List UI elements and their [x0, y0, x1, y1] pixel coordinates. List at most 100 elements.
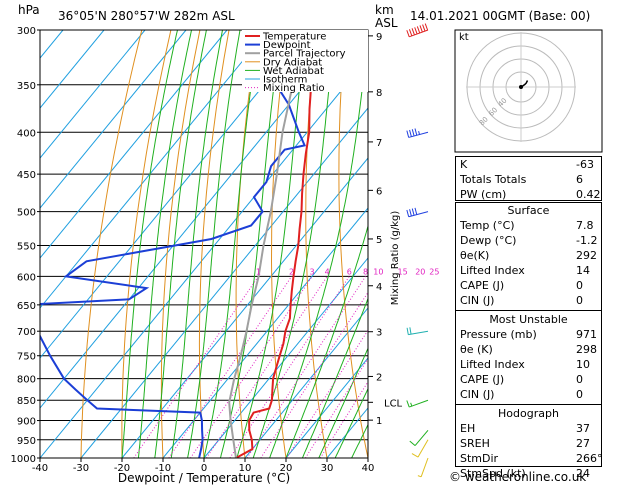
x-tick-label: 30 — [321, 463, 334, 474]
most-unstable-row: CAPE (J) 0 — [456, 372, 601, 387]
wind-barb-flag — [410, 402, 413, 407]
isotherm-line — [80, 107, 368, 458]
km-tick-label: 7 — [376, 138, 382, 149]
most-unstable-value: 0 — [576, 388, 583, 401]
plot-frame — [39, 29, 369, 459]
pressure-tick-label: 300 — [17, 26, 36, 37]
mixing-ratio-label: 2 — [289, 267, 294, 276]
pressure-tick-label: 450 — [17, 170, 36, 181]
background-lines — [40, 30, 450, 458]
asl-unit-label: ASL — [375, 16, 398, 30]
legend-background — [242, 30, 368, 92]
dry-adiabat-line — [338, 30, 368, 458]
wind-barb-flag — [411, 453, 419, 458]
dry-adiabat-line — [80, 30, 143, 458]
mixing-ratio-label: 4 — [325, 267, 330, 276]
surface-row: CAPE (J) 0 — [456, 278, 601, 293]
dry-adiabat-line — [121, 30, 172, 458]
wind-barb-flag — [411, 28, 415, 36]
wet-adiabat-line — [301, 297, 368, 458]
most-unstable-row: CIN (J) 0 — [456, 387, 601, 402]
mixing-ratio-line — [168, 276, 293, 458]
hodograph-unit-label: kt — [459, 32, 469, 43]
surface-row: Lifted Index 14 — [456, 263, 601, 278]
dry-adiabat-line — [402, 30, 450, 458]
index-label: K — [460, 158, 468, 171]
wind-barb-flag — [406, 400, 410, 408]
surface-label: CIN (J) — [460, 294, 495, 307]
sounding-series — [40, 30, 319, 458]
isotherm-line — [162, 207, 368, 458]
hodograph-ring-label: 40 — [497, 97, 509, 109]
wind-barb-flag — [414, 207, 418, 215]
credit-footer: © weatheronline.co.uk — [449, 470, 587, 484]
pressure-tick-label: 400 — [17, 128, 36, 139]
index-row: K -63 — [456, 157, 601, 172]
isotherm-line — [40, 30, 310, 359]
wind-barb-flag — [409, 209, 412, 217]
surface-label: Lifted Index — [460, 264, 525, 277]
surface-value: 0 — [576, 294, 583, 307]
hodograph-stats-title: Hodograph — [456, 404, 601, 421]
legend-label: Temperature — [262, 32, 326, 43]
legend-label: Wet Adiabat — [263, 66, 324, 77]
km-tick-label: 2 — [376, 372, 382, 383]
hodograph-frame — [454, 29, 603, 153]
most-unstable-value: 0 — [576, 373, 583, 386]
pressure-tick-label: 900 — [17, 417, 36, 428]
most-unstable-label: CAPE (J) — [460, 373, 505, 386]
wet-adiabat-line — [334, 387, 368, 458]
index-label: Totals Totals — [460, 173, 527, 186]
x-tick-label: -30 — [73, 463, 89, 474]
km-tick-label: 5 — [376, 235, 382, 246]
hodograph-stat-row: EH 37 — [456, 421, 601, 436]
surface-label: Dewp (°C) — [460, 234, 517, 247]
mixing-ratio-line — [133, 276, 259, 458]
most-unstable-row: Lifted Index 10 — [456, 357, 601, 372]
wind-barb-flag — [406, 30, 410, 38]
km-tick-label: 6 — [376, 186, 382, 197]
index-value: 0.42 — [576, 188, 601, 201]
mixing-ratio-label: 6 — [347, 267, 352, 276]
mixing-ratio-label: 8 — [363, 267, 368, 276]
mixing-ratio-label: 15 — [398, 267, 408, 276]
mixing-ratio-axis-title: Mixing Ratio (g/kg) — [390, 211, 401, 306]
pressure-tick-label: 350 — [17, 81, 36, 92]
wind-barb-flag — [409, 129, 412, 137]
wind-barb-flag — [408, 29, 413, 37]
legend-label: Mixing Ratio — [263, 83, 325, 94]
dry-adiabat-line — [160, 30, 201, 458]
mixing-ratio-label: 3 — [310, 267, 315, 276]
hodograph-ring-label: 60 — [487, 106, 499, 118]
wind-barb-flag — [406, 327, 409, 335]
most-unstable-row: θe (K) 298 — [456, 342, 601, 357]
wind-barbs — [406, 23, 429, 478]
wind-barb-staff — [408, 211, 429, 218]
surface-row: θe(K) 292 — [456, 248, 601, 263]
wind-barb-staff — [408, 330, 429, 336]
hodograph-stat-label: SREH — [460, 437, 490, 450]
isotherm-line — [40, 30, 228, 259]
hodograph-ring-label: 80 — [478, 115, 490, 127]
wet-adiabat-line — [318, 347, 368, 458]
wet-adiabat-line — [137, 30, 192, 458]
hodograph-stat-row: StmSpd (kt) 24 — [456, 466, 601, 481]
wind-barb-staff — [417, 439, 429, 458]
wind-barb-staff — [420, 457, 429, 477]
axes: 3003504004505005506006507007508008509009… — [11, 26, 403, 474]
pressure-tick-label: 1000 — [11, 454, 36, 465]
isotherm-line — [40, 30, 187, 209]
datetime-header: 14.01.2021 00GMT (Base: 00) — [410, 9, 590, 23]
isotherm-line — [40, 30, 269, 309]
most-unstable-value: 298 — [576, 343, 597, 356]
pressure-tick-label: 600 — [17, 272, 36, 283]
hpa-unit-label: hPa — [18, 3, 40, 17]
parcel-trajectory-line — [228, 30, 306, 458]
wind-barb-staff — [409, 399, 429, 408]
hodograph-stat-value: 27 — [576, 437, 590, 450]
most-unstable-label: θe (K) — [460, 343, 493, 356]
most-unstable-row: Pressure (mb) 971 — [456, 327, 601, 342]
wind-barb-flag — [406, 130, 410, 138]
mixing-ratio-line — [304, 357, 368, 458]
